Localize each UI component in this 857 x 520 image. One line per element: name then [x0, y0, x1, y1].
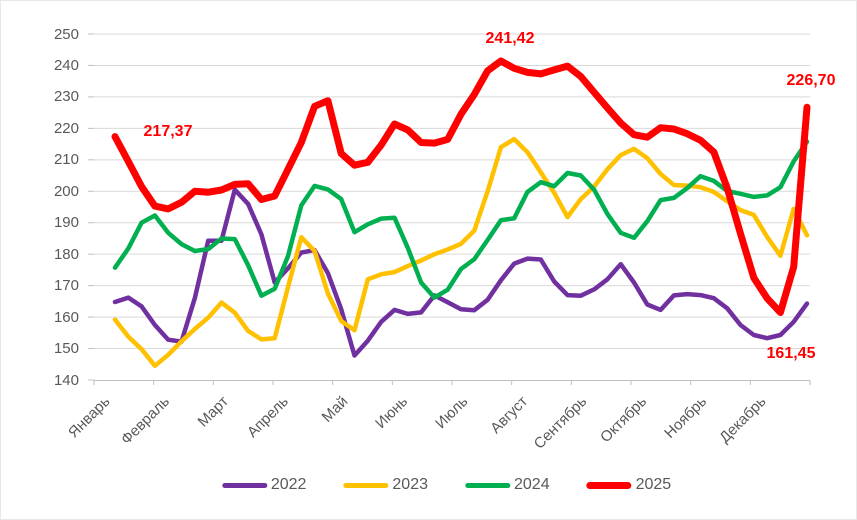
y-tick-label: 150 — [53, 340, 79, 358]
y-tick-label: 240 — [53, 56, 79, 74]
legend-item-2024: 2024 — [465, 476, 550, 494]
data-label: 241,42 — [485, 30, 535, 47]
legend-item-2025: 2025 — [586, 476, 672, 494]
legend-swatch-2024 — [465, 482, 510, 488]
data-label: 226,70 — [786, 72, 836, 89]
y-tick-label: 170 — [53, 277, 79, 295]
series-line-2022 — [112, 187, 810, 358]
y-tick-label: 230 — [53, 88, 79, 106]
y-tick-label: 190 — [53, 214, 79, 232]
legend-label: 2025 — [635, 476, 672, 493]
legend-swatch-2025 — [586, 481, 632, 489]
data-label: 217,37 — [143, 123, 193, 140]
y-tick-label: 200 — [53, 182, 79, 200]
y-tick-label: 160 — [53, 308, 79, 326]
legend-label: 2023 — [392, 476, 428, 493]
legend-item-2022: 2022 — [221, 476, 307, 494]
legend-label: 2024 — [514, 476, 550, 493]
y-tick-label: 140 — [53, 371, 79, 389]
y-tick-label: 250 — [53, 25, 79, 43]
legend-label: 2022 — [270, 476, 307, 493]
data-label: 161,45 — [766, 345, 816, 362]
legend-swatch-2022 — [221, 482, 267, 488]
legend: 2022 2023 2024 2025 — [221, 476, 672, 494]
series-line-2024 — [112, 139, 810, 300]
y-tick-label: 210 — [53, 151, 79, 169]
series-line-2025 — [111, 57, 811, 316]
series-line-2023 — [112, 136, 810, 369]
y-tick-label: 220 — [53, 119, 79, 137]
legend-swatch-2023 — [343, 482, 389, 488]
y-tick-label: 180 — [53, 245, 79, 263]
legend-item-2023: 2023 — [343, 476, 428, 494]
